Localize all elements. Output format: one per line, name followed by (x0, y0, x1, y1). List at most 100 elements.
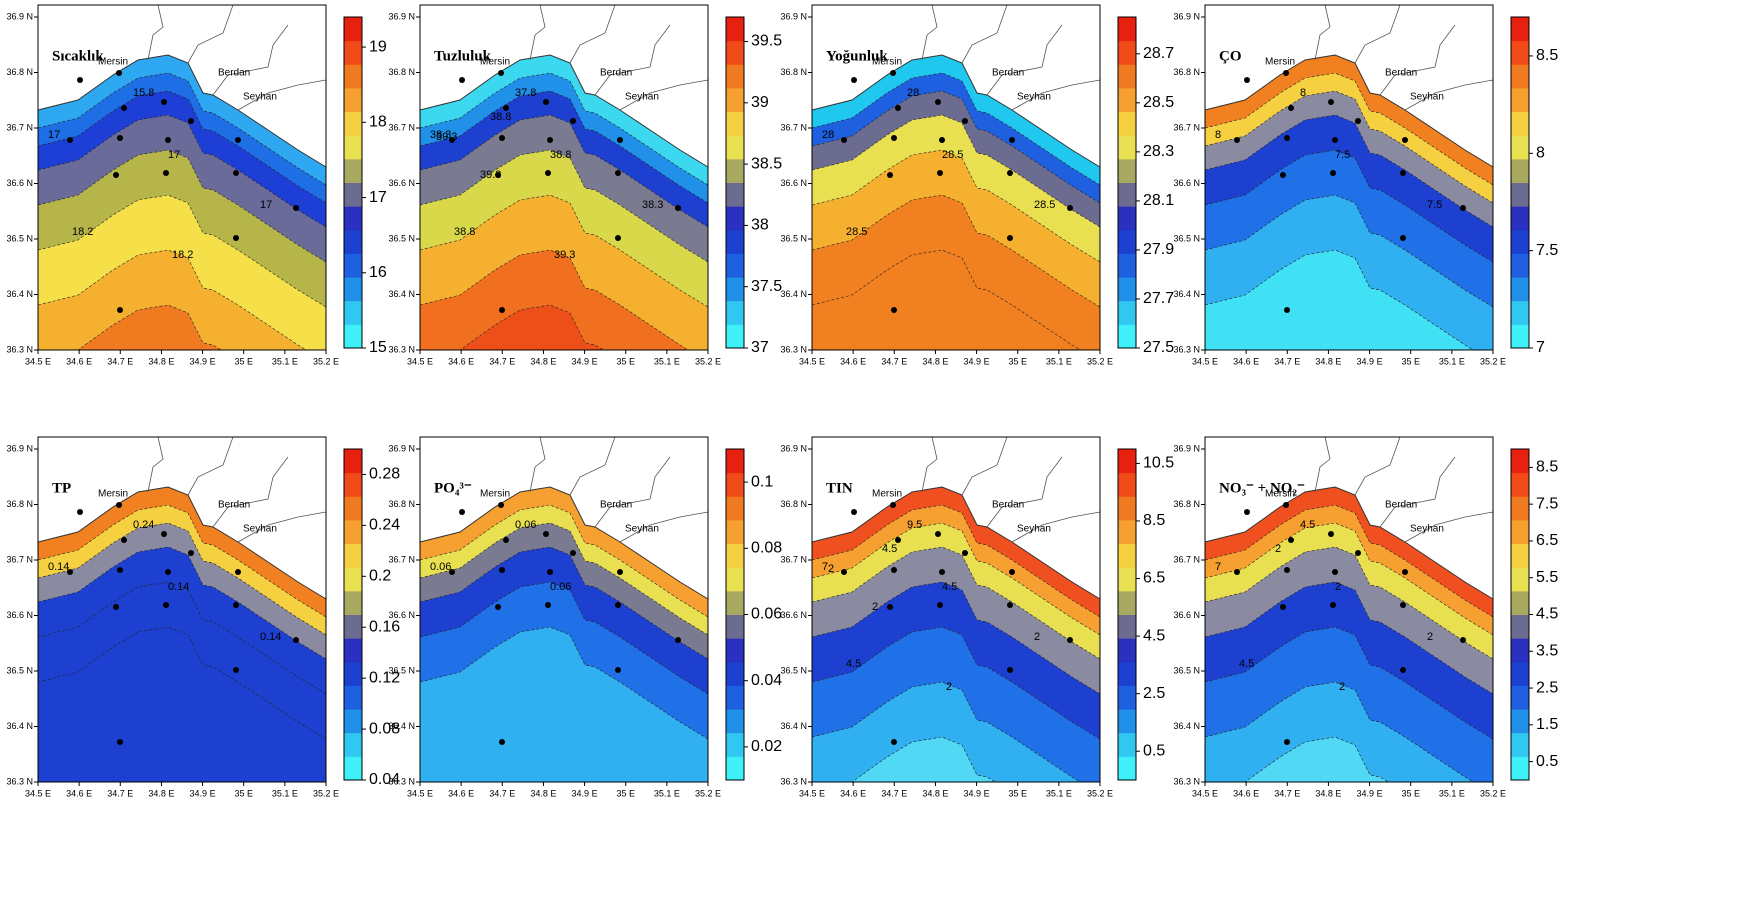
colorbar-step (726, 709, 744, 734)
colorbar-step (344, 567, 362, 592)
x-tick-label: 35 E (616, 788, 635, 798)
colorbar-step (1118, 709, 1136, 734)
station (503, 105, 509, 111)
station (1284, 307, 1290, 313)
colorbar-step (344, 472, 362, 497)
colorbar-tick-label: 0.12 (369, 669, 400, 686)
colorbar-tick-label: 6.5 (1143, 570, 1165, 587)
station (617, 137, 623, 143)
river (187, 436, 234, 496)
x-tick-label: 35 E (1008, 356, 1027, 366)
x-tick-label: 34.7 E (107, 356, 133, 366)
x-tick-label: 35.2 E (695, 356, 721, 366)
coastline (1204, 486, 1494, 600)
x-tick-label: 35.1 E (1046, 788, 1072, 798)
station (233, 667, 239, 673)
station (113, 172, 119, 178)
station (1283, 70, 1289, 76)
colorbar-frame (1510, 16, 1530, 349)
x-tick-label: 34.9 E (190, 356, 216, 366)
station (1067, 637, 1073, 643)
place-label: Mersin (98, 489, 128, 500)
colorbar-tick-label: 7.5 (1536, 495, 1558, 512)
station (1402, 137, 1408, 143)
colorbar-step (1511, 206, 1529, 231)
contour-label: 38.3 (430, 129, 451, 141)
station (188, 118, 194, 124)
station (1400, 235, 1406, 241)
y-tick-label: 36.4 N (6, 289, 33, 299)
colorbar-step (1511, 135, 1529, 160)
colorbar-tick-label: 15 (369, 339, 387, 356)
colorbar-step (726, 40, 744, 65)
colorbar-step (344, 732, 362, 757)
colorbar-step (1511, 472, 1529, 497)
place-label: Berdan (992, 500, 1024, 511)
colorbar-step (1511, 543, 1529, 568)
x-tick-label: 34.8 E (922, 788, 948, 798)
station (891, 307, 897, 313)
station (675, 637, 681, 643)
contour-label: 8 (1215, 129, 1221, 141)
coastline (37, 486, 327, 600)
colorbar-tick-label: 0.16 (369, 618, 400, 635)
x-tick-label: 34.8 E (148, 788, 174, 798)
colorbar-step (1511, 590, 1529, 615)
x-tick-label: 34.5 E (799, 356, 825, 366)
x-tick-label: 34.8 E (148, 356, 174, 366)
x-tick-label: 34.9 E (964, 356, 990, 366)
station (937, 170, 943, 176)
x-tick-label: 35 E (234, 356, 253, 366)
colorbar-step (344, 182, 362, 207)
colorbar-step (726, 17, 744, 42)
contour-label: 4.5 (1239, 658, 1254, 670)
colorbar-step (344, 519, 362, 545)
colorbar-step (1511, 158, 1529, 183)
station (1400, 602, 1406, 608)
x-tick-label: 35 E (1401, 356, 1420, 366)
contour-label: 2 (1034, 631, 1040, 643)
y-tick-label: 36.7 N (388, 554, 415, 564)
river (187, 4, 234, 64)
colorbar-tick-label: 27.5 (1143, 339, 1174, 356)
contour-label: 0.24 (133, 519, 154, 531)
x-tick-label: 35.1 E (1046, 356, 1072, 366)
map-frame (811, 4, 1101, 351)
station (1280, 604, 1286, 610)
contour-label: 39.3 (436, 131, 457, 143)
station (117, 307, 123, 313)
x-tick-label: 34.9 E (1357, 788, 1383, 798)
river (921, 4, 938, 61)
colorbar-step (726, 158, 744, 183)
colorbar-step (344, 590, 362, 615)
colorbar-step (1511, 732, 1529, 757)
coastline (419, 486, 709, 600)
station (1244, 77, 1250, 83)
x-tick-label: 34.7 E (881, 356, 907, 366)
station (459, 509, 465, 515)
x-tick-label: 34.8 E (922, 356, 948, 366)
contours (1205, 487, 1493, 782)
colorbar-step (344, 87, 362, 113)
station (1328, 99, 1334, 105)
contour-band (420, 626, 708, 782)
river (237, 79, 327, 111)
colorbar-step (726, 472, 744, 497)
contour-label: 7 (822, 561, 828, 573)
station (615, 602, 621, 608)
station (545, 170, 551, 176)
colorbar-step (726, 64, 744, 89)
y-tick-label: 36.7 N (780, 554, 807, 564)
y-tick-label: 36.7 N (388, 122, 415, 132)
colorbar-step (344, 158, 362, 183)
station (887, 604, 893, 610)
colorbar-step (726, 111, 744, 136)
colorbar-tick-label: 39.5 (751, 33, 782, 50)
colorbar-step (344, 40, 362, 65)
place-label: Seyhan (1017, 92, 1051, 103)
contours (38, 55, 326, 350)
colorbar-step (726, 206, 744, 231)
station (937, 602, 943, 608)
x-tick-label: 35.2 E (1087, 788, 1113, 798)
y-tick-label: 36.3 N (6, 344, 33, 354)
